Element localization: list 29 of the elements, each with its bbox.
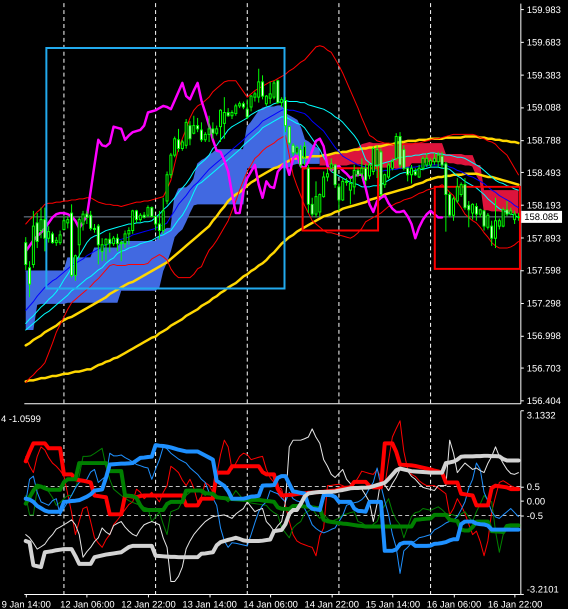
y-tick-label: 159.683 <box>526 36 561 48</box>
x-tick-label: 13 Jan 14:00 <box>182 598 237 609</box>
x-tick-label: 9 Jan 14:00 <box>2 598 51 609</box>
y-tick-label: 158.788 <box>526 134 561 146</box>
y-tick-label: 0.5 <box>526 480 540 492</box>
y-tick-label: 159.088 <box>526 102 561 113</box>
y-tick-label: 156.404 <box>526 395 561 406</box>
annotation: 4 -1.0599 <box>0 413 41 424</box>
y-tick-label: 157.598 <box>526 264 561 276</box>
y-tick-label: -3.2101 <box>526 583 559 594</box>
y-tick-label: 157.298 <box>526 297 561 308</box>
y-tick-label: 158.193 <box>526 200 561 211</box>
y-tick-label: 157.893 <box>526 232 561 244</box>
x-tick-label: 14 Jan 06:00 <box>243 598 298 609</box>
y-tick-label: 0.00 <box>526 495 546 506</box>
x-tick-label: 14 Jan 22:00 <box>304 598 360 609</box>
x-tick-label: 16 Jan 22:00 <box>488 598 542 609</box>
y-tick-label: 3.1332 <box>526 410 556 421</box>
y-tick-label: 158.493 <box>526 166 561 178</box>
y-tick-label: 156.998 <box>526 330 561 342</box>
y-tick-label: 159.983 <box>526 4 561 15</box>
y-tick-label: -0.5 <box>526 510 544 521</box>
x-tick-label: 16 Jan 06:00 <box>426 598 482 609</box>
x-tick-label: 12 Jan 06:00 <box>60 598 115 609</box>
x-tick-label: 12 Jan 22:00 <box>121 598 176 609</box>
y-tick-label: 156.703 <box>526 362 561 374</box>
x-tick-label: 15 Jan 14:00 <box>366 598 420 609</box>
ref-line-label: 158.085 <box>524 210 558 222</box>
y-tick-label: 159.383 <box>526 69 561 80</box>
